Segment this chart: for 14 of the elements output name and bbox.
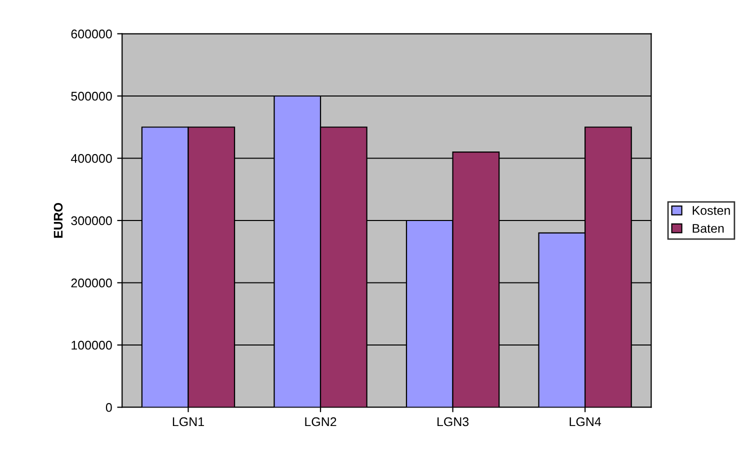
x-tick-label: LGN3 [437, 417, 469, 426]
y-axis-title: EURO [54, 202, 63, 238]
y-tick-label: 0 [106, 403, 112, 412]
x-tick-label: LGN1 [172, 417, 204, 426]
y-tick-label: 500000 [71, 92, 112, 101]
x-tick-label: LGN4 [570, 417, 602, 426]
y-tick-label: 400000 [70, 154, 112, 163]
legend-label: Kosten [692, 206, 730, 215]
legend-label: Baten [692, 224, 724, 233]
x-tick-label: LGN2 [305, 417, 336, 426]
y-tick-label: 600000 [71, 30, 112, 38]
y-tick-label: 100000 [72, 340, 112, 350]
y-tick-label: 200000 [71, 278, 112, 288]
y-tick-label: 300000 [71, 216, 112, 226]
